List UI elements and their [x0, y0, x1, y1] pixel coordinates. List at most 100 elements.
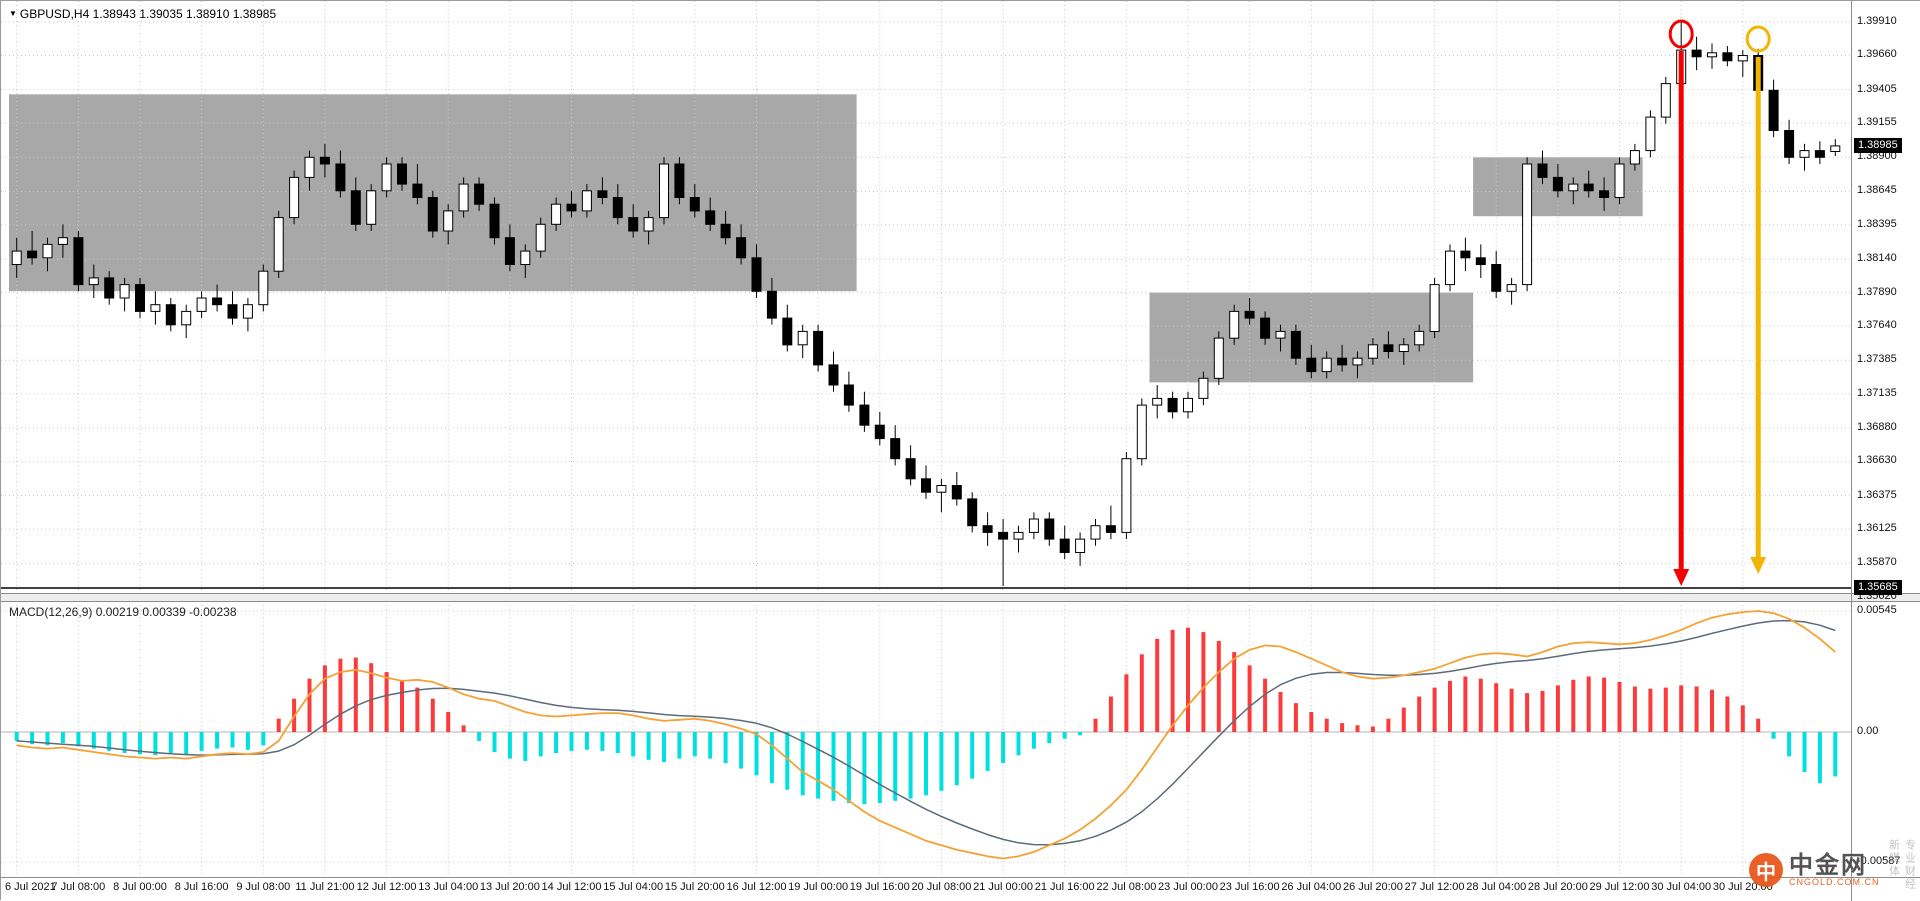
candle [797, 330, 808, 346]
candle [1260, 317, 1271, 339]
candle [289, 176, 300, 219]
candle [1414, 330, 1425, 346]
candle [1213, 337, 1224, 379]
candle [1383, 344, 1394, 352]
candle [258, 270, 269, 306]
candle [535, 223, 546, 252]
time-axis-label: 15 Jul 04:00 [603, 881, 664, 893]
time-axis-label: 12 Jul 12:00 [356, 881, 417, 893]
candle [1167, 397, 1178, 413]
symbol-ohlc-text: GBPUSD,H4 1.38943 1.39035 1.38910 1.3898… [19, 7, 277, 21]
price-axis-label: 1.39910 [1857, 15, 1897, 27]
price-axis-label: 1.37890 [1857, 285, 1897, 298]
candle [1491, 264, 1502, 292]
time-axis-label: 19 Jul 00:00 [788, 881, 849, 893]
price-axis-label: 1.36375 [1857, 488, 1897, 501]
candle [1352, 357, 1363, 366]
candle [1275, 330, 1286, 339]
candle [57, 237, 68, 245]
candle [890, 438, 901, 460]
candle [1599, 190, 1610, 199]
candle [397, 163, 407, 185]
candle [135, 284, 145, 312]
time-axis-label: 22 Jul 08:00 [1096, 881, 1157, 893]
candle [1059, 538, 1070, 553]
macd-axis-label: 0.00 [1857, 725, 1879, 737]
candle [1614, 163, 1625, 198]
candle [643, 217, 654, 232]
candle [150, 304, 161, 312]
candle [659, 163, 669, 219]
candle [458, 183, 469, 212]
candle [1506, 284, 1517, 292]
macd-main-line [16, 610, 1836, 860]
candle [1475, 257, 1486, 265]
watermark-cn-text: 中金网 [1789, 851, 1867, 879]
candle [1398, 344, 1409, 352]
watermark-en-text: CNGOLD.COM.CN [1789, 876, 1880, 887]
candle [1013, 531, 1024, 540]
time-axis-label: 21 Jul 16:00 [1034, 881, 1095, 893]
candle [1136, 404, 1147, 460]
yellow-circle-annotation [1745, 25, 1771, 53]
symbol-dropdown-icon: ▼ [9, 9, 17, 18]
candle [566, 203, 577, 212]
candle [381, 163, 392, 192]
candle [104, 277, 115, 299]
candle [874, 424, 885, 440]
candle [350, 190, 361, 225]
candle [951, 485, 962, 500]
time-axis-label: 6 Jul 2021 [5, 881, 56, 893]
price-axis-label: 1.36880 [1857, 420, 1897, 433]
candle [1290, 330, 1301, 359]
candle [1183, 397, 1193, 413]
candle [1707, 52, 1717, 58]
candle [674, 163, 685, 198]
candle [766, 290, 777, 319]
time-axis-label: 14 Jul 12:00 [541, 881, 602, 893]
candle [982, 525, 993, 533]
candle [489, 203, 500, 239]
candle [366, 190, 377, 225]
price-axis-label: 1.39660 [1857, 48, 1897, 61]
candle [1830, 145, 1841, 152]
time-axis-label: 11 Jul 21:00 [295, 881, 355, 893]
candle [1629, 150, 1640, 165]
candle [1075, 538, 1086, 553]
price-axis-label: 1.38645 [1857, 184, 1897, 197]
time-axis-label: 7 Jul 08:00 [51, 881, 106, 893]
candle [705, 210, 716, 225]
candle [1198, 377, 1209, 399]
time-axis-label: 13 Jul 20:00 [479, 881, 540, 893]
candle [443, 210, 454, 232]
time-axis-label: 21 Jul 00:00 [973, 881, 1034, 893]
candle [581, 190, 592, 212]
candle [1105, 525, 1116, 533]
macd-axis-label: -0.00587 [1857, 855, 1901, 868]
candle [736, 237, 747, 259]
watermark: 中 中金网 CNGOLD.COM.CN 专业财经新媒体 [1749, 839, 1918, 901]
price-axis-label: 1.37385 [1857, 353, 1897, 366]
candle [843, 384, 854, 406]
candle [1814, 150, 1825, 158]
time-axis-label: 8 Jul 16:00 [174, 881, 229, 893]
candle [165, 304, 176, 326]
time-axis-label: 9 Jul 08:00 [236, 881, 291, 893]
candle [304, 156, 315, 178]
candle [119, 284, 130, 299]
support-price-badge: 1.35685 [1854, 579, 1902, 595]
red-circle-annotation [1668, 19, 1694, 49]
candle [27, 250, 38, 259]
candle [1121, 458, 1132, 533]
candle [1660, 83, 1671, 118]
candle [998, 531, 1009, 540]
candle [1552, 176, 1563, 192]
candle [1367, 344, 1378, 359]
candle [1244, 310, 1255, 319]
candle [11, 250, 22, 266]
candle [335, 163, 346, 192]
price-axis-label: 1.37135 [1857, 386, 1897, 399]
candle [1784, 130, 1795, 158]
time-axis-label: 15 Jul 20:00 [664, 881, 725, 893]
